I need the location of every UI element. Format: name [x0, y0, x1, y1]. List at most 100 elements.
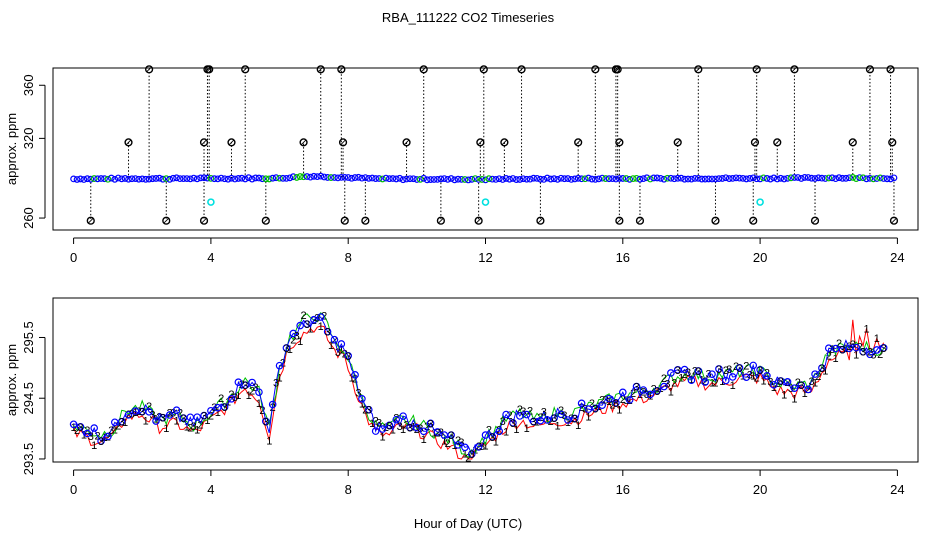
baseline-point [478, 176, 486, 183]
series-3-marker: 3 [664, 379, 670, 391]
baseline-point [276, 174, 283, 182]
series-3-circle [124, 411, 133, 419]
series-3-circle [639, 386, 648, 394]
series-1-marker: 1 [297, 336, 303, 348]
series-3-marker: 3 [870, 350, 876, 362]
baseline-point [605, 175, 613, 183]
spike-marker-slash [791, 66, 798, 73]
series-3-circle [557, 410, 565, 419]
baseline-point [156, 174, 163, 182]
baseline-point [87, 175, 95, 183]
series-3-circle [145, 408, 153, 416]
series-3-circle [509, 419, 517, 427]
series-3-circle [200, 411, 208, 420]
series-1-marker: 1 [637, 389, 643, 401]
baseline-point [615, 175, 623, 182]
series-3-circle [811, 370, 819, 378]
series-3-circle [117, 417, 126, 426]
baseline-point [499, 176, 507, 183]
baseline-point [258, 175, 266, 183]
series-2-marker: 2 [671, 378, 677, 390]
spike-marker [752, 65, 761, 74]
baseline-point [234, 175, 242, 182]
series-1-marker: 1 [730, 380, 736, 392]
spike-marker-slash [438, 217, 444, 224]
spike-marker [615, 138, 624, 147]
series-3-circle [303, 320, 311, 328]
series-1-marker: 1 [318, 321, 324, 333]
series-3-marker: 3 [881, 343, 887, 355]
series-1-marker: 1 [647, 391, 653, 403]
series-3-circle [392, 415, 401, 424]
baseline-point [135, 175, 143, 183]
baseline-point [842, 174, 850, 182]
series-3-circle [687, 376, 696, 385]
spike-marker [574, 138, 583, 147]
baseline-point [464, 176, 472, 184]
series-1-marker: 1 [256, 398, 262, 410]
spike-marker [227, 138, 236, 147]
series-2-marker: 2 [867, 346, 873, 358]
spike-marker [205, 65, 214, 74]
baseline-point [636, 175, 644, 183]
series-2-marker: 2 [187, 422, 193, 434]
series-3-circle [248, 378, 256, 387]
series-2-marker: 2 [815, 371, 821, 383]
baseline-point [200, 174, 208, 182]
baseline-point [664, 174, 671, 182]
baseline-point [835, 174, 843, 182]
series-3-circle [330, 335, 339, 344]
series-3-circle [763, 372, 771, 380]
spike-marker [337, 65, 346, 74]
bottom-plot-frame [52, 297, 919, 463]
baseline-point [252, 174, 259, 182]
baseline-point [334, 174, 342, 182]
series-3-marker: 3 [458, 437, 464, 449]
baseline-point [633, 174, 640, 182]
series-3-circle [90, 424, 98, 432]
series-3-circle [804, 385, 812, 394]
series-3-circle [749, 361, 758, 370]
series-3-marker: 3 [376, 417, 382, 429]
baseline-point [70, 175, 77, 183]
series-3-marker: 3 [263, 416, 269, 428]
baseline-point [83, 175, 91, 183]
bottom-x-tick-label: 0 [70, 482, 77, 497]
series-3-circle [337, 340, 346, 348]
series-3-marker: 3 [654, 386, 660, 398]
series-3-marker: 3 [489, 432, 495, 444]
series-1-marker: 1 [853, 349, 859, 361]
baseline-point [77, 175, 84, 183]
series-3-circle [351, 371, 359, 379]
baseline-point [272, 174, 280, 182]
baseline-point [159, 175, 167, 183]
baseline-point [495, 175, 503, 183]
baseline-point [482, 176, 489, 184]
top-x-tick-label: 12 [478, 250, 492, 265]
spike-marker [316, 65, 325, 74]
baseline-point [821, 175, 829, 182]
baseline-point [355, 173, 362, 181]
spike-marker-slash [263, 217, 269, 224]
series-2-marker: 2 [167, 408, 173, 420]
baseline-point [248, 175, 256, 183]
spike-marker-slash [750, 217, 756, 224]
series-1-marker: 1 [235, 390, 241, 402]
series-3-circle [502, 410, 510, 419]
baseline-point [890, 174, 898, 182]
series-3-marker: 3 [500, 416, 506, 428]
spike-marker-slash [477, 139, 484, 146]
baseline-point [389, 175, 397, 182]
spike-marker-slash [891, 217, 897, 224]
series-3-marker: 3 [778, 376, 784, 388]
series-3-marker: 3 [798, 380, 804, 392]
series-2-marker: 2 [640, 386, 646, 398]
spike-marker-slash [201, 139, 207, 146]
baseline-point [667, 174, 675, 182]
baseline-point [406, 175, 414, 183]
baseline-point [777, 174, 785, 182]
series-2-marker: 2 [115, 421, 121, 433]
spike-marker-slash [575, 139, 581, 146]
series-2-marker: 2 [579, 402, 585, 414]
baseline-point [887, 175, 894, 183]
